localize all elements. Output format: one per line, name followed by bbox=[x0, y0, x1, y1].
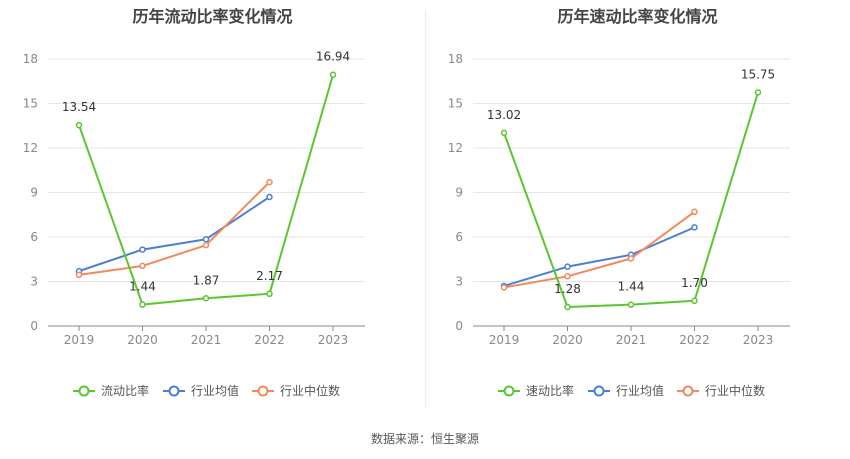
y-tick-label: 18 bbox=[448, 52, 463, 66]
data-source: 数据来源：恒生聚源 bbox=[370, 432, 479, 446]
series-line-2 bbox=[503, 210, 696, 289]
series-line-1 bbox=[78, 196, 271, 273]
legend-item-2[interactable]: 行业中位数 bbox=[677, 383, 765, 398]
data-label: 15.75 bbox=[741, 67, 775, 81]
data-label: 1.70 bbox=[681, 276, 708, 290]
data-point[interactable] bbox=[754, 89, 762, 96]
legend-item-2[interactable]: 行业中位数 bbox=[252, 383, 340, 398]
y-tick-label: 9 bbox=[455, 186, 463, 200]
y-tick-label: 0 bbox=[30, 319, 38, 333]
data-point[interactable] bbox=[75, 271, 83, 279]
legend-label: 流动比率 bbox=[101, 383, 149, 398]
data-point[interactable] bbox=[202, 235, 210, 243]
y-tick-label: 3 bbox=[455, 275, 463, 289]
data-point[interactable] bbox=[202, 241, 210, 249]
y-tick-label: 18 bbox=[23, 52, 38, 66]
legend-marker bbox=[682, 385, 694, 397]
data-label: 13.54 bbox=[62, 100, 96, 114]
x-tick-label: 2023 bbox=[318, 333, 349, 347]
data-point[interactable] bbox=[691, 297, 698, 305]
data-point[interactable] bbox=[500, 284, 508, 291]
y-tick-label: 0 bbox=[455, 319, 463, 333]
legend-item-1[interactable]: 行业均值 bbox=[588, 383, 664, 398]
chart-title: 历年流动比率变化情况 bbox=[132, 7, 293, 26]
legend-marker bbox=[593, 385, 605, 397]
legend-marker bbox=[503, 385, 515, 397]
data-label: 2.17 bbox=[256, 269, 283, 283]
data-point[interactable] bbox=[627, 255, 635, 262]
x-tick-label: 2022 bbox=[679, 333, 710, 347]
data-point[interactable] bbox=[691, 208, 698, 216]
quick-ratio-chart: 0 3 6 9 12 15 18 2019 2020 2021 2022 2023 13.02 1.28 1… bbox=[448, 52, 790, 398]
legend-label: 行业均值 bbox=[191, 383, 239, 398]
legend-marker bbox=[168, 385, 180, 397]
y-tick-label: 15 bbox=[448, 97, 463, 111]
legend-item-0[interactable]: 速动比率 bbox=[498, 383, 574, 398]
data-point[interactable] bbox=[627, 301, 635, 308]
data-point[interactable] bbox=[691, 224, 698, 231]
data-label: 1.87 bbox=[193, 273, 220, 287]
x-tick-label: 2021 bbox=[616, 333, 647, 347]
data-point[interactable] bbox=[266, 193, 273, 201]
x-tick-label: 2021 bbox=[191, 333, 222, 347]
y-tick-label: 6 bbox=[30, 230, 38, 244]
x-tick-label: 2019 bbox=[489, 333, 520, 347]
data-label: 1.44 bbox=[618, 280, 645, 294]
current-ratio-panel: 历年流动比率变化情况 0 3 6 9 12 15 18 2019 2020 2021 2022 202… bbox=[0, 0, 425, 420]
y-tick-label: 12 bbox=[23, 141, 38, 155]
legend-label: 行业中位数 bbox=[705, 383, 765, 398]
x-tick-label: 2019 bbox=[64, 333, 95, 347]
legend-label: 行业中位数 bbox=[280, 383, 340, 398]
legend-label: 速动比率 bbox=[526, 383, 574, 398]
y-tick-label: 12 bbox=[448, 141, 463, 155]
data-point[interactable] bbox=[564, 273, 571, 280]
data-label: 16.94 bbox=[316, 50, 350, 64]
current-ratio-chart: 0 3 6 9 12 15 18 2019 2020 2021 2022 2023 13.54 1.44 1… bbox=[23, 50, 365, 398]
legend-marker bbox=[78, 385, 90, 397]
data-label: 1.28 bbox=[554, 282, 581, 296]
y-tick-label: 9 bbox=[30, 186, 38, 200]
panel-divider bbox=[425, 10, 426, 408]
data-point[interactable] bbox=[139, 262, 146, 270]
y-tick-label: 3 bbox=[30, 275, 38, 289]
data-point[interactable] bbox=[564, 303, 571, 311]
data-point[interactable] bbox=[202, 295, 210, 302]
data-point[interactable] bbox=[266, 290, 273, 298]
series-line-1 bbox=[503, 226, 695, 287]
data-point[interactable] bbox=[75, 121, 83, 129]
data-label: 13.02 bbox=[487, 108, 521, 122]
series-line-2 bbox=[78, 181, 271, 276]
data-label: 1.44 bbox=[129, 280, 156, 294]
x-tick-label: 2020 bbox=[552, 333, 583, 347]
data-point[interactable] bbox=[500, 129, 508, 137]
quick-ratio-panel: 历年速动比率变化情况 0 3 6 9 12 15 18 2019 2020 2021 2022 202… bbox=[425, 0, 850, 420]
chart-title: 历年速动比率变化情况 bbox=[557, 7, 718, 26]
data-point[interactable] bbox=[266, 178, 273, 186]
x-tick-label: 2023 bbox=[743, 333, 774, 347]
y-tick-label: 6 bbox=[455, 230, 463, 244]
data-point[interactable] bbox=[139, 246, 146, 253]
y-tick-label: 15 bbox=[23, 97, 38, 111]
data-point[interactable] bbox=[139, 301, 146, 308]
x-tick-label: 2020 bbox=[127, 333, 158, 347]
legend-marker bbox=[257, 385, 269, 397]
legend-item-1[interactable]: 行业均值 bbox=[163, 383, 239, 398]
legend-label: 行业均值 bbox=[616, 383, 664, 398]
legend-item-0[interactable]: 流动比率 bbox=[73, 383, 149, 398]
data-point[interactable] bbox=[564, 263, 571, 270]
data-point[interactable] bbox=[329, 71, 337, 78]
x-tick-label: 2022 bbox=[254, 333, 285, 347]
